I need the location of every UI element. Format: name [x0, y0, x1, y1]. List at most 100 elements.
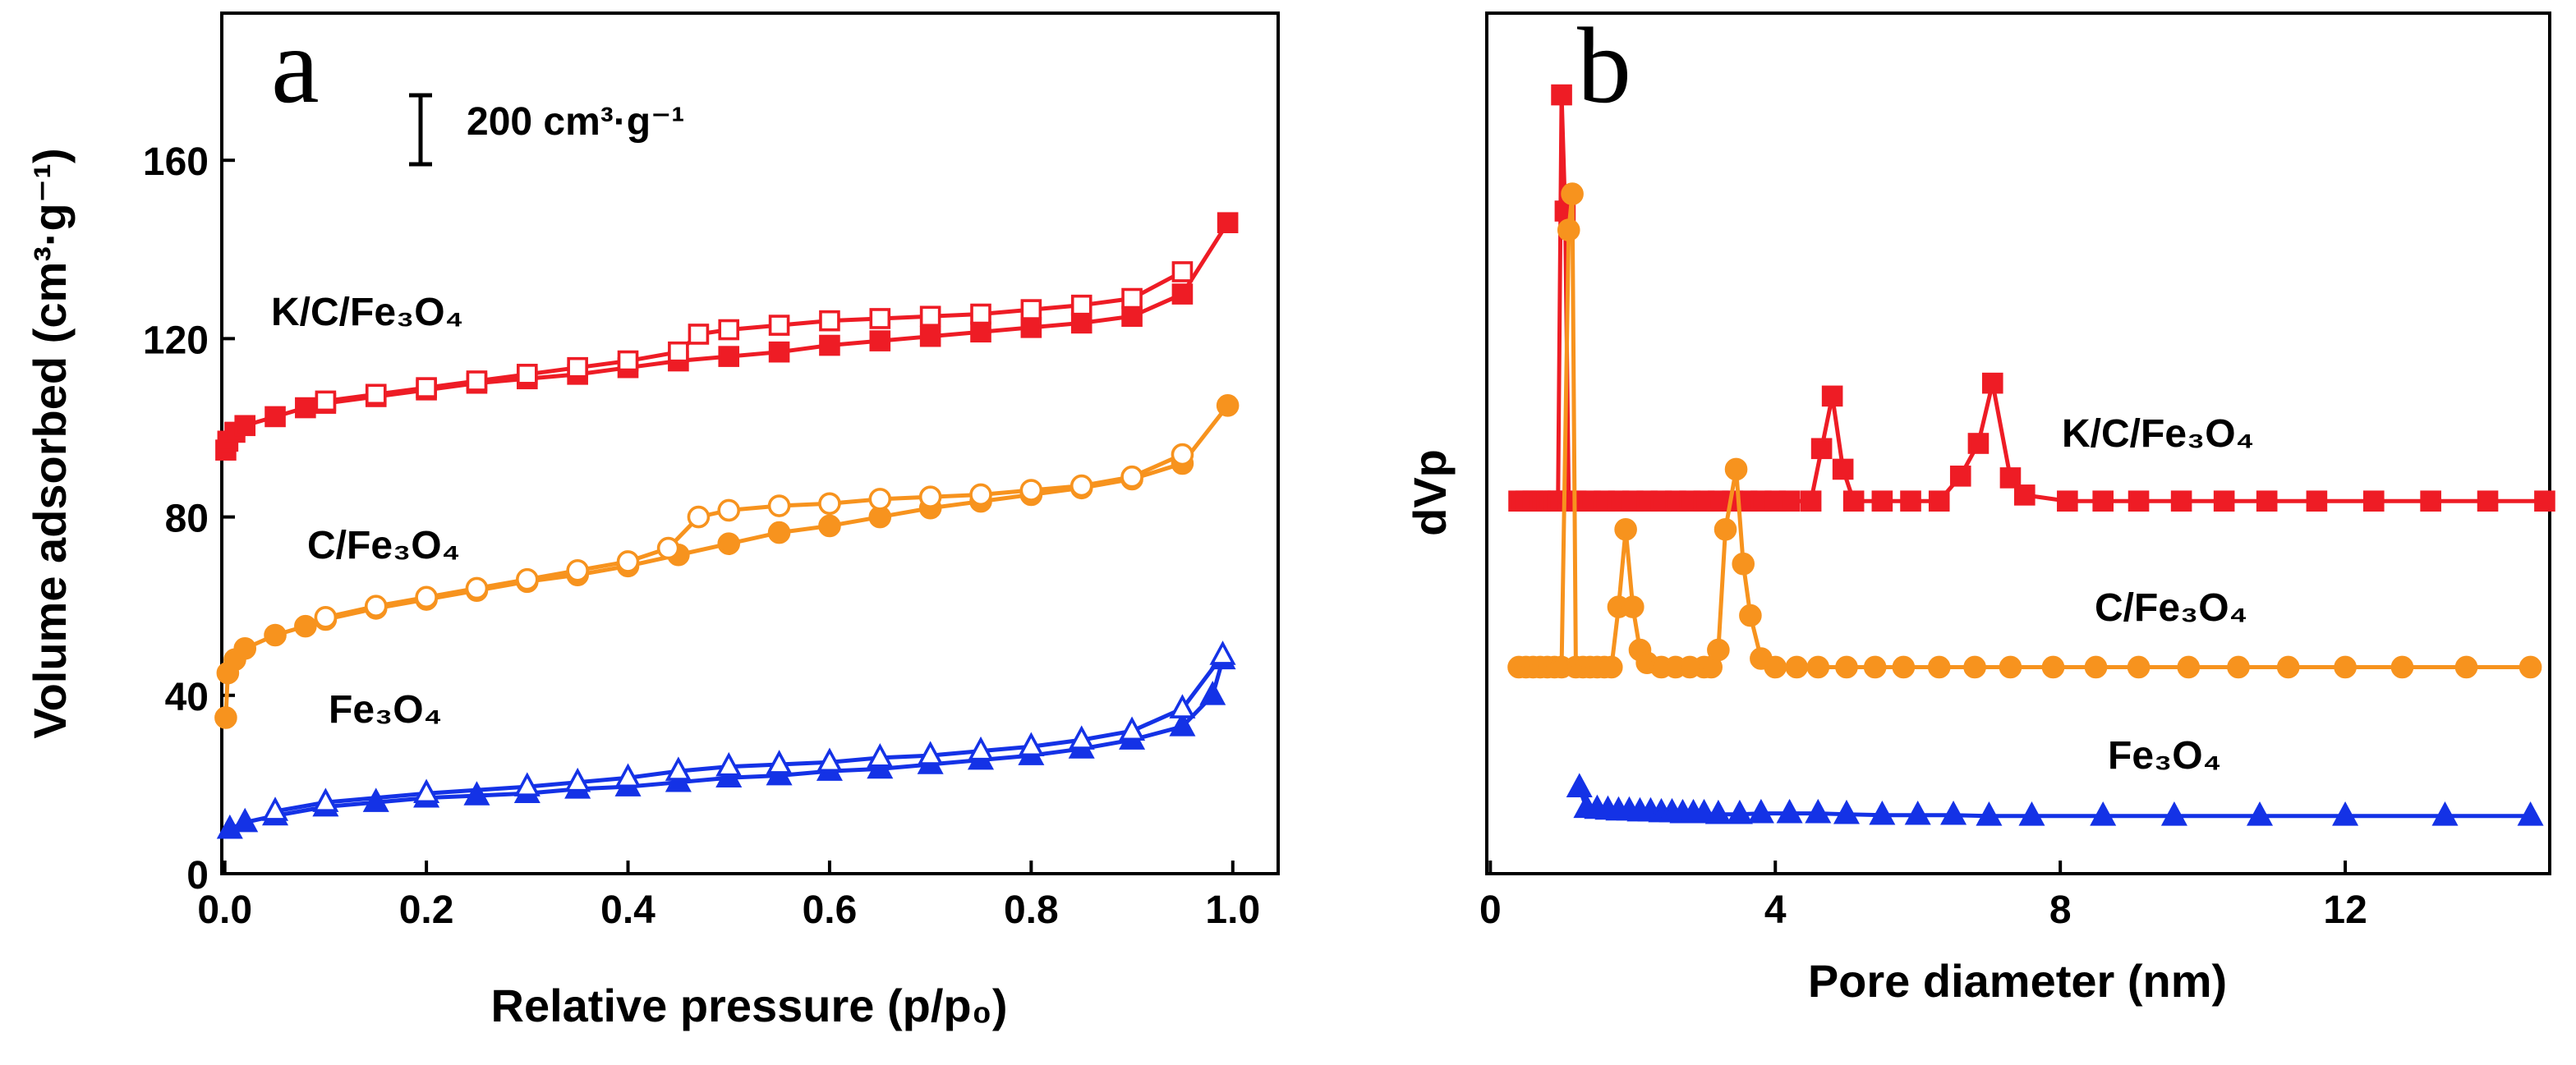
y-axis-title: Volume adsorbed (cm³·g⁻¹) [24, 148, 76, 738]
x-tick-label: 0.8 [1004, 888, 1059, 932]
marker [1018, 732, 1045, 757]
marker [2213, 490, 2235, 512]
marker [1068, 725, 1095, 750]
marker [2534, 490, 2555, 512]
x-tick-label: 0 [1479, 888, 1502, 932]
marker [1121, 287, 1143, 310]
marker [1800, 490, 1822, 512]
plot-frame [1485, 11, 2551, 875]
marker [766, 750, 793, 774]
marker [818, 514, 841, 538]
marker [312, 787, 339, 812]
marker [1070, 294, 1092, 316]
marker [295, 397, 316, 419]
marker [1557, 218, 1580, 241]
marker [262, 796, 289, 821]
marker [969, 483, 992, 507]
marker [1121, 305, 1143, 328]
y-tick-label: 0 [186, 854, 209, 897]
marker [617, 350, 639, 372]
marker [717, 532, 741, 555]
marker [1806, 655, 1830, 679]
marker [1169, 712, 1196, 737]
marker [1927, 655, 1951, 679]
marker [970, 303, 991, 325]
marker [1805, 798, 1832, 824]
x-tick-label: 0.0 [197, 888, 252, 932]
marker [1020, 317, 1042, 338]
marker [1869, 800, 1896, 825]
marker [614, 763, 642, 788]
marker [2306, 490, 2328, 512]
marker [718, 319, 740, 341]
marker [2276, 655, 2300, 679]
marker [365, 383, 387, 406]
marker [2362, 490, 2385, 512]
marker [1217, 212, 1239, 234]
marker [918, 485, 942, 508]
x-tick-label: 1.0 [1205, 888, 1260, 932]
marker [2128, 490, 2150, 512]
marker [2018, 801, 2045, 826]
marker [687, 505, 711, 529]
marker [970, 321, 991, 343]
marker [816, 747, 843, 773]
marker [967, 736, 995, 761]
marker [513, 772, 540, 796]
marker [1940, 800, 1967, 825]
marker [1732, 552, 1755, 576]
y-tick-label: 120 [143, 319, 209, 362]
marker [1747, 798, 1774, 824]
marker [2477, 490, 2499, 512]
marker [1169, 694, 1196, 718]
marker [868, 488, 892, 511]
marker [416, 377, 437, 398]
y-tick-label: 40 [165, 676, 209, 719]
x-axis-title: Pore diameter (nm) [1808, 955, 2227, 1007]
y-tick-label: 80 [165, 498, 209, 541]
marker [2057, 490, 2078, 512]
x-tick-label: 4 [1764, 888, 1787, 932]
marker [1614, 517, 1637, 541]
marker [1967, 433, 1990, 454]
marker [768, 314, 790, 336]
marker [1707, 638, 1730, 662]
marker [1900, 490, 1921, 512]
marker [1835, 655, 1858, 679]
marker [2014, 484, 2036, 506]
marker [2332, 801, 2359, 826]
marker [415, 585, 438, 609]
marker [2177, 655, 2201, 679]
marker [232, 807, 259, 833]
marker [1981, 372, 2003, 394]
marker [466, 370, 488, 392]
marker [1999, 467, 2022, 489]
marker [1863, 655, 1887, 679]
annotation: C/Fe₃O₄ [307, 524, 460, 567]
marker [2518, 655, 2542, 679]
marker [2256, 490, 2278, 512]
marker [1714, 517, 1737, 541]
marker [819, 310, 840, 332]
annotation: Fe₃O₄ [329, 688, 442, 732]
marker [1070, 474, 1093, 498]
marker [867, 743, 894, 768]
marker [1928, 490, 1950, 512]
x-axis-title: Relative pressure (p/p₀) [491, 980, 1008, 1031]
marker [2420, 490, 2441, 512]
marker [919, 325, 941, 347]
annotation: b [1577, 5, 1631, 126]
marker [1821, 385, 1843, 407]
marker [656, 536, 680, 560]
marker [234, 415, 256, 437]
marker [2227, 655, 2250, 679]
marker [1832, 458, 1854, 480]
marker [463, 781, 490, 806]
marker [2092, 490, 2114, 512]
annotation: K/C/Fe₃O₄ [271, 291, 463, 334]
marker [1209, 640, 1236, 665]
marker [1704, 799, 1732, 824]
marker [1566, 773, 1593, 798]
marker [819, 334, 840, 356]
